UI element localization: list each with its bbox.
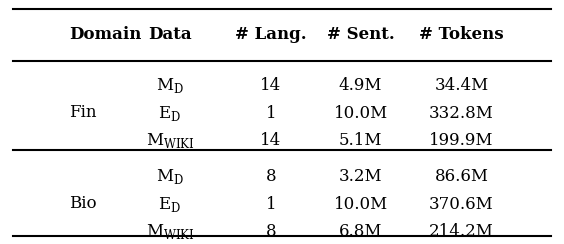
Text: 3.2M: 3.2M [339, 168, 382, 184]
Text: 1: 1 [266, 196, 276, 213]
Text: 10.0M: 10.0M [333, 196, 387, 213]
Text: Domain: Domain [69, 26, 141, 43]
Text: $\mathregular{E}_{\mathregular{D}}$: $\mathregular{E}_{\mathregular{D}}$ [158, 195, 181, 214]
Text: $\mathregular{M}_{\mathregular{WIKI}}$: $\mathregular{M}_{\mathregular{WIKI}}$ [146, 222, 194, 241]
Text: $\mathregular{M}_{\mathregular{WIKI}}$: $\mathregular{M}_{\mathregular{WIKI}}$ [146, 131, 194, 150]
Text: $\mathregular{E}_{\mathregular{D}}$: $\mathregular{E}_{\mathregular{D}}$ [158, 104, 181, 123]
Text: $\mathregular{M}_{\mathregular{D}}$: $\mathregular{M}_{\mathregular{D}}$ [156, 76, 184, 95]
Text: 14: 14 [260, 132, 281, 149]
Text: 332.8M: 332.8M [429, 105, 494, 122]
Text: 86.6M: 86.6M [435, 168, 488, 184]
Text: 8: 8 [266, 223, 276, 240]
Text: 214.2M: 214.2M [429, 223, 494, 240]
Text: # Tokens: # Tokens [419, 26, 504, 43]
Text: Fin: Fin [69, 104, 96, 121]
Text: $\mathregular{M}_{\mathregular{D}}$: $\mathregular{M}_{\mathregular{D}}$ [156, 167, 184, 185]
Text: # Sent.: # Sent. [327, 26, 394, 43]
Text: Data: Data [148, 26, 192, 43]
Text: 8: 8 [266, 168, 276, 184]
Text: 14: 14 [260, 77, 281, 94]
Text: # Lang.: # Lang. [235, 26, 307, 43]
Text: 6.8M: 6.8M [339, 223, 382, 240]
Text: 1: 1 [266, 105, 276, 122]
Text: 5.1M: 5.1M [339, 132, 382, 149]
Text: Bio: Bio [69, 195, 96, 212]
Text: 370.6M: 370.6M [429, 196, 494, 213]
Text: 4.9M: 4.9M [339, 77, 382, 94]
Text: 199.9M: 199.9M [429, 132, 494, 149]
Text: 10.0M: 10.0M [333, 105, 387, 122]
Text: 34.4M: 34.4M [434, 77, 489, 94]
